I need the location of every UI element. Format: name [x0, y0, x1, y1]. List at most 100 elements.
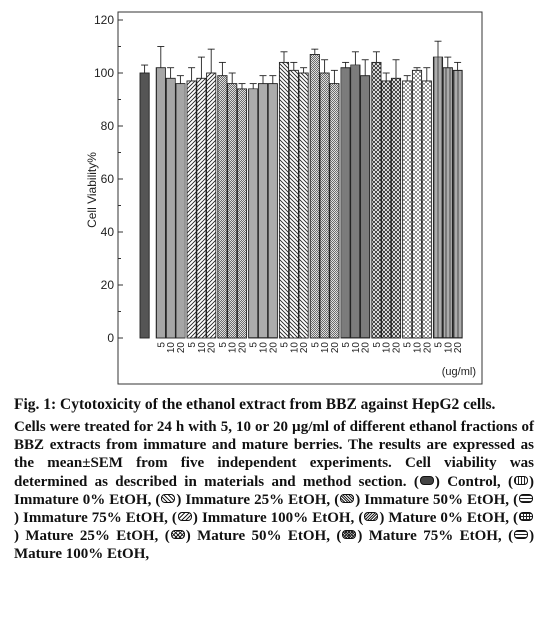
x-tick-label: 5 [310, 342, 321, 348]
x-tick-label: 10 [320, 342, 331, 354]
chart: 0 20 40 60 80 100 120 5 10 20 5 10 20 5 10 20 5 10 20 5 10 2… [85, 11, 483, 385]
legend-entry: () Mature 50% EtOH, [164, 528, 330, 545]
bar [139, 72, 150, 339]
bar [196, 77, 207, 339]
bar [371, 61, 382, 339]
legend-entry: () Mature 100% EtOH, [14, 528, 535, 563]
x-tick-label: 20 [392, 342, 403, 354]
legend-swatch [364, 512, 379, 522]
x-tick-label: 5 [372, 342, 383, 348]
bar [248, 88, 259, 339]
y-tick-label: 60 [101, 172, 115, 186]
legend-swatch [514, 530, 529, 540]
x-tick-label: 5 [341, 342, 352, 348]
x-tick-label: 5 [187, 342, 198, 348]
x-tick-label: 5 [280, 342, 291, 348]
bar [452, 69, 463, 339]
legend-entry: () Mature 25% EtOH, [14, 510, 534, 544]
legend-entry: () Mature 75% EtOH, [336, 528, 502, 545]
plot-frame [117, 11, 483, 385]
bar [257, 83, 269, 339]
bar [411, 69, 423, 339]
x-tick-label: 20 [330, 342, 341, 354]
axes: 0 20 40 60 80 100 120 [94, 13, 123, 345]
bar [350, 64, 361, 339]
legend-label: Mature 100% EtOH, [14, 546, 150, 563]
bar [227, 83, 238, 339]
bar [278, 61, 290, 339]
x-tick-label: 10 [382, 342, 393, 354]
bar [298, 72, 309, 339]
bar [217, 75, 228, 339]
bar [340, 67, 351, 339]
caption-legend: () Control, () Immature 0% EtOH, () Imma… [14, 474, 534, 563]
legend-entry: () Immature 75% EtOH, [14, 492, 534, 526]
caption-body: Cells were treated for 24 h with 5, 10 o… [14, 418, 534, 564]
y-tick-label: 80 [101, 119, 115, 133]
legend-label: Mature 50% EtOH, [197, 528, 330, 545]
x-tick-label: 10 [443, 342, 454, 354]
legend-label: Control, [447, 473, 501, 490]
legend-swatch [342, 530, 357, 540]
x-tick-label: 10 [413, 342, 424, 354]
x-tick-label: 20 [268, 342, 279, 354]
legend-label: Immature 50% EtOH, [364, 491, 510, 508]
caption-intro: Cells were treated for 24 h with 5, 10 o… [14, 419, 534, 490]
legend-entry: () Immature 25% EtOH, [155, 491, 331, 508]
bar [267, 83, 278, 339]
legend-swatch [161, 493, 176, 503]
x-tick-label: 20 [361, 342, 372, 354]
x-tick-label: 20 [299, 342, 310, 354]
legend-swatch [177, 512, 192, 522]
legend-label: Mature 25% EtOH, [25, 528, 159, 545]
x-tick-label: 10 [351, 342, 362, 354]
x-tick-label: 10 [197, 342, 208, 354]
bar [175, 83, 186, 339]
legend-entry: () Immature 0% EtOH, [14, 473, 534, 508]
legend-entry: () Immature 50% EtOH, [334, 491, 510, 508]
bar [206, 72, 217, 339]
bar [381, 80, 392, 339]
bar-group [139, 64, 150, 339]
bar [432, 56, 444, 339]
x-tick-label: 10 [166, 342, 177, 354]
bar [319, 72, 330, 339]
legend-swatch [419, 475, 434, 485]
x-tick-label: 10 [228, 342, 239, 354]
x-tick-label: 5 [218, 342, 229, 348]
legend-swatch [519, 512, 534, 522]
x-tick-label: 20 [176, 342, 187, 354]
x-tick-label: 5 [156, 342, 167, 348]
legend-label: Immature 0% EtOH, [14, 491, 152, 508]
legend-label: Immature 25% EtOH, [185, 491, 331, 508]
legend-label: Immature 100% EtOH, [201, 510, 355, 527]
bar [402, 80, 413, 339]
bar [236, 88, 248, 339]
x-tick-label: 5 [434, 342, 445, 348]
y-tick-label: 0 [107, 331, 114, 345]
y-tick-label: 100 [94, 66, 114, 80]
legend-swatch [519, 493, 534, 503]
bar [360, 75, 371, 339]
bar [186, 80, 197, 339]
bar [155, 67, 166, 339]
legend-entry: () Mature 0% EtOH, [358, 510, 510, 527]
legend-entry: () Control, [413, 473, 501, 490]
bar [442, 67, 453, 339]
legend-label: Mature 0% EtOH, [388, 510, 510, 527]
legend-label: Mature 75% EtOH, [368, 528, 502, 545]
y-tick-label: 120 [94, 13, 114, 27]
bar [390, 77, 402, 339]
legend-entry: () Immature 100% EtOH, [171, 510, 355, 527]
bar [165, 77, 176, 339]
legend-swatch [340, 493, 355, 503]
